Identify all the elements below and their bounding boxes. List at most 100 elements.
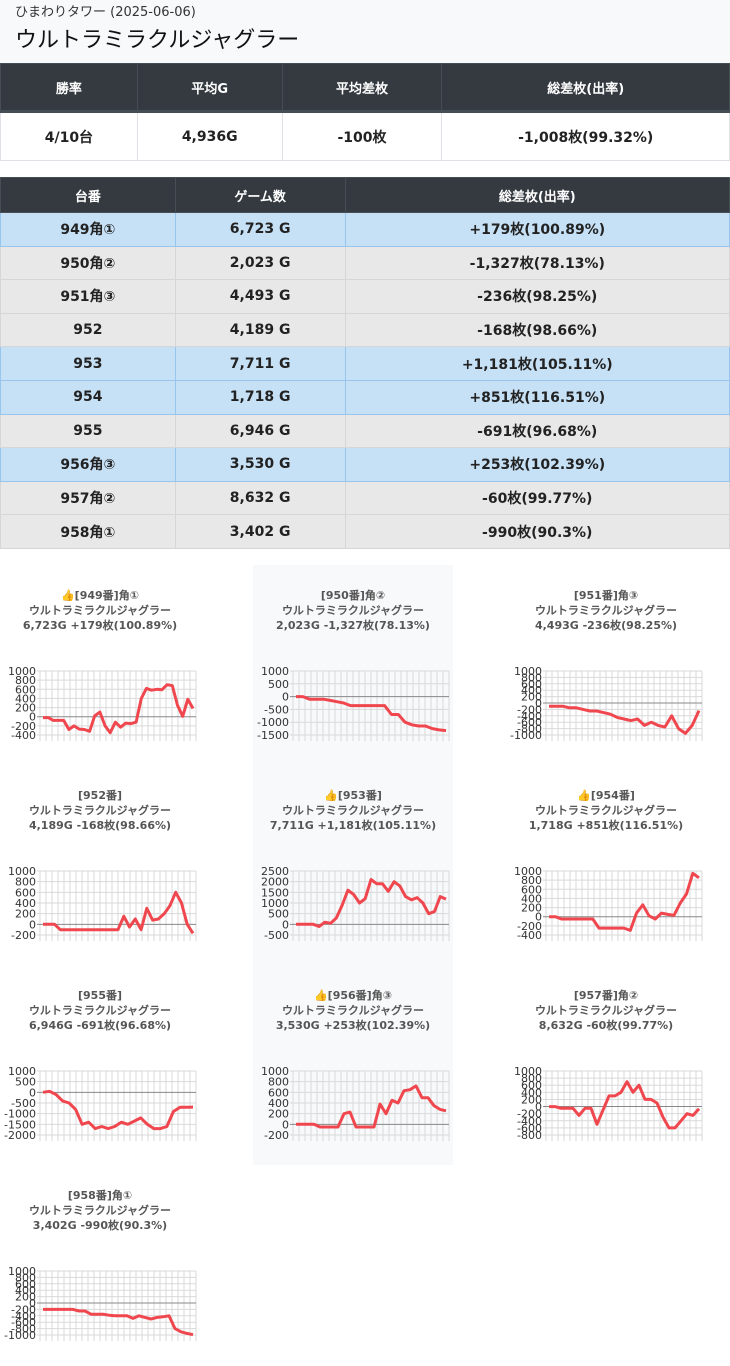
table-row: 954 1,718 G +851枚(116.51%) [0, 379, 730, 415]
y-tick-label: 0 [282, 691, 289, 704]
machine-games-cell: 6,723 G [174, 212, 346, 247]
y-tick-label: 200 [15, 1291, 36, 1304]
chart-grid: 👍[949番]角① ウルトラミラクルジャグラー 6,723G +179枚(100.8… [0, 565, 730, 1365]
y-tick-label: 800 [521, 1072, 542, 1085]
y-tick-label: -200 [517, 703, 542, 716]
machine-header-unit: 台番 [0, 177, 176, 213]
machine-games-cell: 3,402 G [174, 514, 346, 549]
machine-diff-cell: -60枚(99.77%) [344, 480, 730, 516]
machine-unit-cell: 956角③ [0, 447, 176, 482]
machine-diff-cell: +179枚(100.89%) [344, 212, 730, 247]
table-row: 956角③ 3,530 G +253枚(102.39%) [0, 447, 730, 482]
chart-stats: 1,718G +851枚(116.51%) [528, 819, 684, 832]
summary-header-winrate: 勝率 [0, 63, 138, 113]
chart-stats: 6,946G -691枚(96.68%) [28, 1019, 172, 1032]
chart-title: 👍[949番]角① [60, 589, 140, 602]
y-tick-label: 200 [521, 902, 542, 915]
y-tick-label: -500 [11, 1097, 36, 1110]
y-tick-label: 1500 [261, 886, 289, 899]
chart-machine-name: ウルトラミラクルジャグラー [28, 804, 172, 817]
machine-games-cell: 3,530 G [174, 447, 346, 482]
chart-machine-name: ウルトラミラクルジャグラー [281, 1004, 425, 1017]
y-tick-label: 0 [29, 711, 36, 724]
y-tick-label: 400 [15, 897, 36, 910]
y-tick-label: 1000 [514, 865, 542, 878]
chart-machine-name: ウルトラミラクルジャグラー [28, 1204, 172, 1217]
series-line [549, 1080, 701, 1130]
series-line [43, 683, 195, 735]
series-line [549, 704, 701, 735]
y-tick-label: 0 [535, 697, 542, 710]
chart-machine-name: ウルトラミラクルジャグラー [534, 604, 678, 617]
summary-winrate: 4/10台 [0, 111, 138, 161]
y-tick-label: 800 [268, 1076, 289, 1089]
series-line [296, 878, 447, 928]
summary-table: 勝率 平均G 平均差枚 総差枚(出率) 4/10台 4,936G -100枚 -… [0, 63, 730, 161]
y-tick-label: -800 [517, 1129, 542, 1142]
y-tick-label: 1000 [514, 1065, 542, 1078]
y-tick-label: -2000 [4, 1129, 36, 1142]
machine-unit-cell: 958角① [0, 514, 176, 549]
machine-diff-cell: -236枚(98.25%) [344, 279, 730, 314]
y-tick-label: 0 [535, 1101, 542, 1114]
chart-machine-name: ウルトラミラクルジャグラー [28, 604, 172, 617]
y-tick-label: 500 [15, 1076, 36, 1089]
series-line [43, 1307, 194, 1337]
summary-avg-diff: -100枚 [281, 111, 443, 161]
y-tick-label: -400 [517, 710, 542, 723]
y-tick-label: -400 [517, 929, 542, 942]
y-tick-label: 600 [15, 886, 36, 899]
summary-header-row: 勝率 平均G 平均差枚 総差枚(出率) [0, 63, 730, 113]
y-tick-label: -200 [11, 929, 36, 942]
store-date-label: ひまわりタワー (2025-06-06) [15, 5, 196, 20]
chart-title: 👍[953番] [324, 789, 382, 802]
y-tick-label: -1500 [4, 1118, 36, 1131]
y-tick-label: 400 [521, 684, 542, 697]
chart-stats: 2,023G -1,327枚(78.13%) [276, 619, 430, 632]
machine-games-cell: 4,189 G [174, 312, 346, 348]
machine-unit-cell: 950角② [0, 245, 176, 281]
chart-machine-name: ウルトラミラクルジャグラー [281, 604, 425, 617]
y-tick-label: 0 [29, 1297, 36, 1310]
y-tick-label: 800 [15, 876, 36, 889]
machine-diff-cell: +851枚(116.51%) [344, 379, 730, 415]
y-tick-label: -1000 [4, 1108, 36, 1121]
y-tick-label: 800 [15, 1271, 36, 1284]
y-tick-label: -600 [11, 1316, 36, 1329]
y-tick-label: -200 [517, 920, 542, 933]
chart-card: 👍[954番] ウルトラミラクルジャグラー 1,718G +851枚(116.51%… [506, 765, 706, 965]
table-row: 950角② 2,023 G -1,327枚(78.13%) [0, 245, 730, 281]
chart-card: [957番]角② ウルトラミラクルジャグラー 8,632G -60枚(99.77%)… [506, 965, 706, 1165]
chart-title: [952番] [77, 789, 123, 802]
table-row: 952 4,189 G -168枚(98.66%) [0, 312, 730, 348]
y-tick-label: 2500 [261, 865, 289, 878]
machine-unit-cell: 954 [0, 379, 176, 415]
y-tick-label: 600 [521, 883, 542, 896]
machine-games-cell: 1,718 G [174, 379, 346, 415]
chart-card: [955番] ウルトラミラクルジャグラー 6,946G -691枚(96.68%) 1… [0, 965, 200, 1165]
machine-header-row: 台番 ゲーム数 総差枚(出率) [0, 177, 730, 213]
y-tick-label: 1000 [261, 665, 289, 678]
y-tick-label: -200 [517, 1108, 542, 1121]
y-tick-label: 600 [268, 1086, 289, 1099]
machine-diff-cell: -168枚(98.66%) [344, 312, 730, 348]
y-tick-label: 1000 [514, 665, 542, 678]
chart-stats: 3,402G -990枚(90.3%) [32, 1219, 168, 1232]
y-tick-label: 400 [15, 1284, 36, 1297]
machine-unit-cell: 949角① [0, 212, 176, 247]
machine-diff-cell: -990枚(90.3%) [344, 514, 730, 549]
machine-diff-cell: +1,181枚(105.11%) [344, 346, 730, 381]
chart-machine-name: ウルトラミラクルジャグラー [281, 804, 425, 817]
y-tick-label: 600 [15, 683, 36, 696]
machine-table: 台番 ゲーム数 総差枚(出率) 949角① 6,723 G +179枚(100.89… [0, 177, 730, 549]
y-tick-label: 400 [268, 1097, 289, 1110]
machine-games-cell: 8,632 G [174, 480, 346, 516]
y-tick-label: -1000 [510, 729, 542, 742]
y-tick-label: 500 [268, 678, 289, 691]
